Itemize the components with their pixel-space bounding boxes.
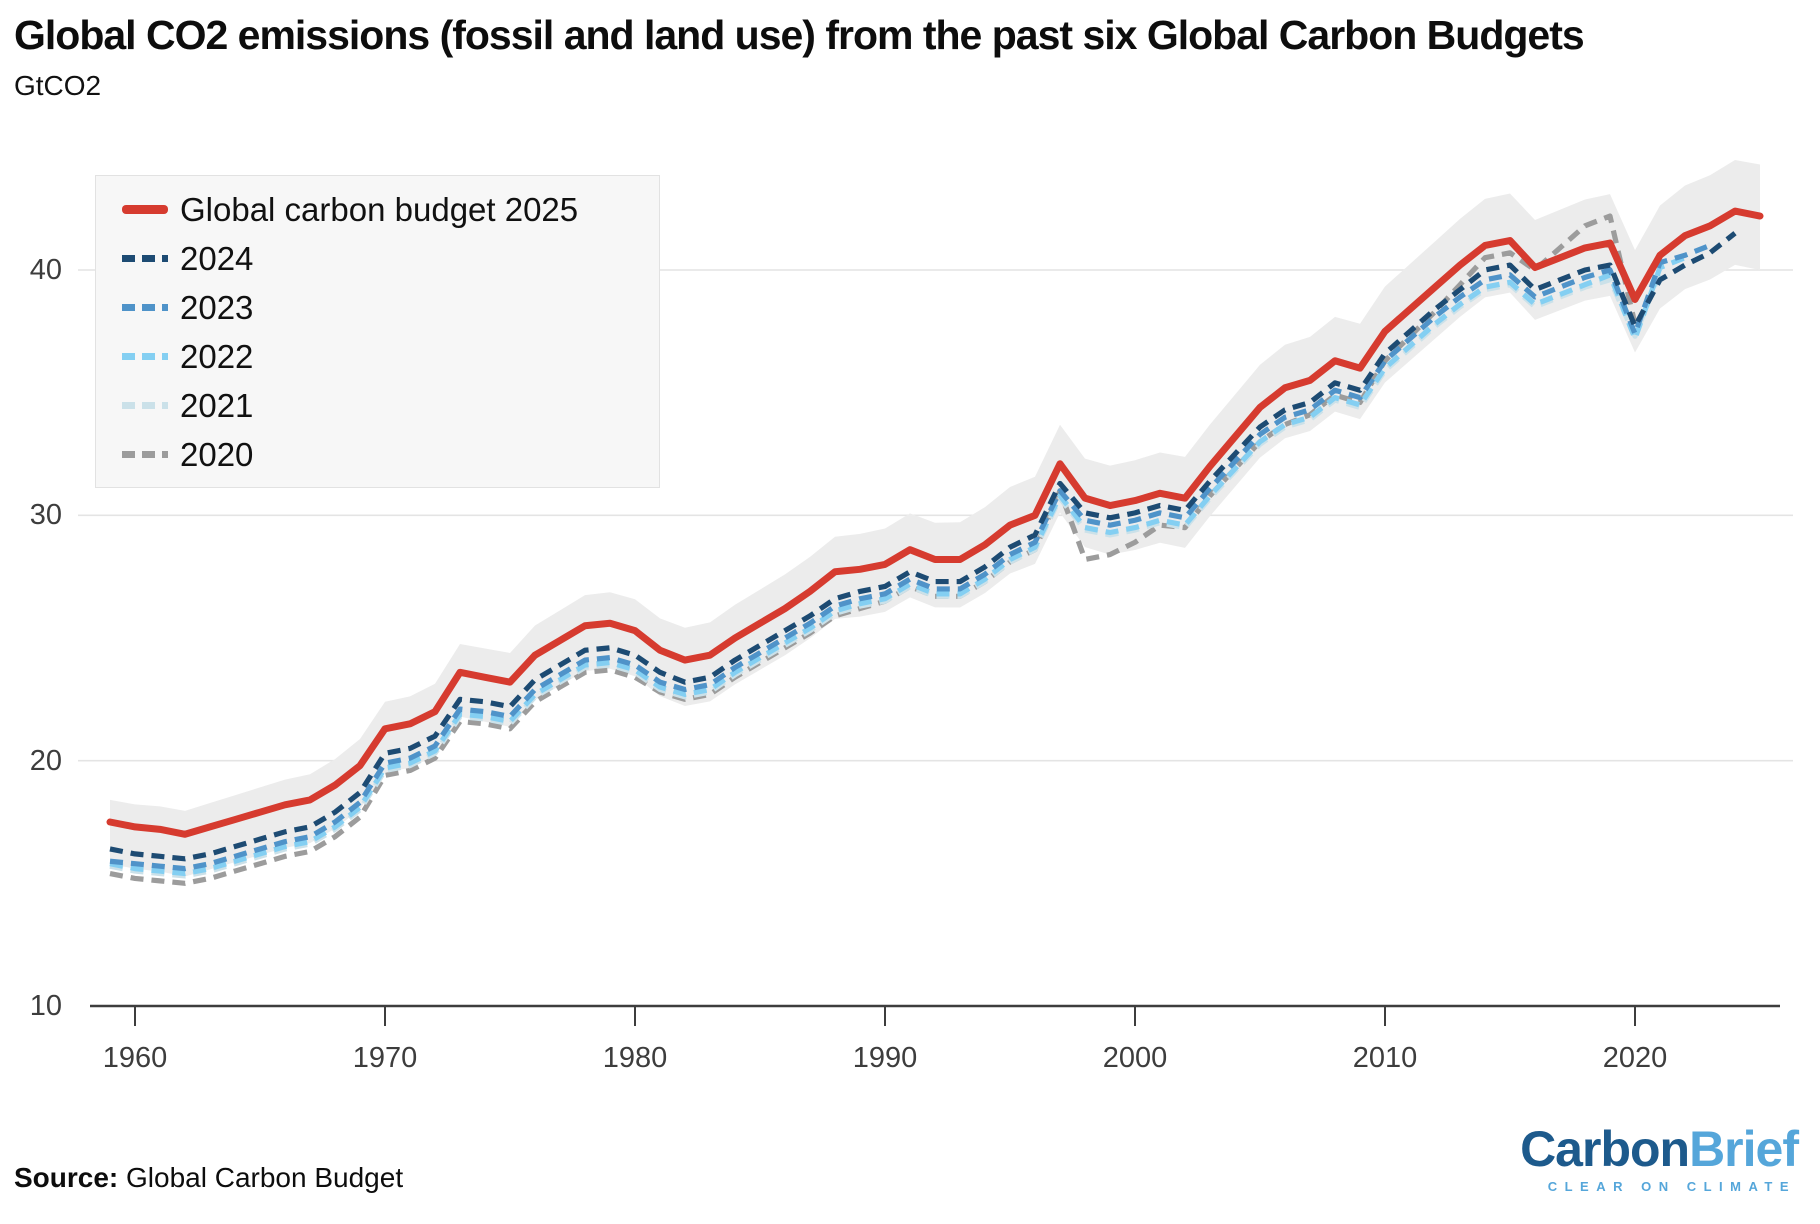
- legend-item: Global carbon budget 2025: [122, 185, 659, 234]
- legend-solid-line-swatch: [122, 204, 168, 214]
- series-line-2024: [109, 231, 1737, 862]
- legend-item-label: 2024: [180, 239, 254, 277]
- x-axis-label: 2000: [1102, 1042, 1168, 1074]
- x-axis-label: 1970: [352, 1042, 418, 1074]
- carbonbrief-logo: CarbonBrief CLEAR ON CLIMATE: [1520, 1121, 1799, 1194]
- source-note: Source: Global Carbon Budget: [14, 1162, 403, 1194]
- legend-box: Global carbon budget 2025 2024 2023 2022 202…: [95, 175, 660, 488]
- x-axis-label: 1990: [852, 1042, 918, 1074]
- series-line-2020: [109, 213, 1638, 886]
- x-axis-label: 2010: [1352, 1042, 1418, 1074]
- uncertainty-band: [110, 160, 1760, 877]
- x-axis-label: 2020: [1602, 1042, 1668, 1074]
- source-text: Global Carbon Budget: [118, 1162, 404, 1193]
- legend-item: 2021: [122, 381, 659, 430]
- series-line-2023: [109, 243, 1711, 872]
- legend-item-label: Global carbon budget 2025: [180, 190, 579, 228]
- x-axis-label: 1960: [102, 1042, 168, 1074]
- logo-tagline: CLEAR ON CLIMATE: [1547, 1179, 1796, 1194]
- legend-item: 2024: [122, 234, 659, 283]
- legend-item-label: 2022: [180, 337, 254, 375]
- logo-brief-text: Brief: [1689, 1121, 1799, 1177]
- legend-item-label: 2021: [180, 386, 254, 424]
- carbonbrief-wordmark: CarbonBrief: [1520, 1121, 1799, 1177]
- y-axis-label: 10: [29, 990, 62, 1022]
- legend-item: 2023: [122, 283, 659, 332]
- legend-dashed-line-swatch: [122, 450, 168, 458]
- legend-item-label: 2023: [180, 288, 254, 326]
- legend-dashed-line-swatch: [122, 352, 168, 360]
- legend-dashed-line-swatch: [122, 401, 168, 409]
- series-line-global-carbon-budget-2025: [106, 207, 1764, 838]
- legend-dashed-line-swatch: [122, 303, 168, 311]
- chart-unit-subtitle: GtCO2: [14, 70, 102, 101]
- y-axis-label: 40: [29, 254, 62, 286]
- chart-title: Global CO2 emissions (fossil and land us…: [14, 12, 1585, 58]
- series-line-2022: [109, 255, 1686, 877]
- x-axis-label: 1980: [602, 1042, 668, 1074]
- legend-item: 2022: [122, 332, 659, 381]
- legend-item: 2020: [122, 430, 659, 479]
- y-axis-label: 20: [29, 744, 62, 777]
- legend-dashed-line-swatch: [122, 254, 168, 262]
- source-label: Source:: [14, 1162, 119, 1193]
- y-axis-label: 30: [29, 499, 62, 532]
- legend-item-label: 2020: [180, 435, 254, 473]
- logo-carbon-text: Carbon: [1520, 1121, 1690, 1177]
